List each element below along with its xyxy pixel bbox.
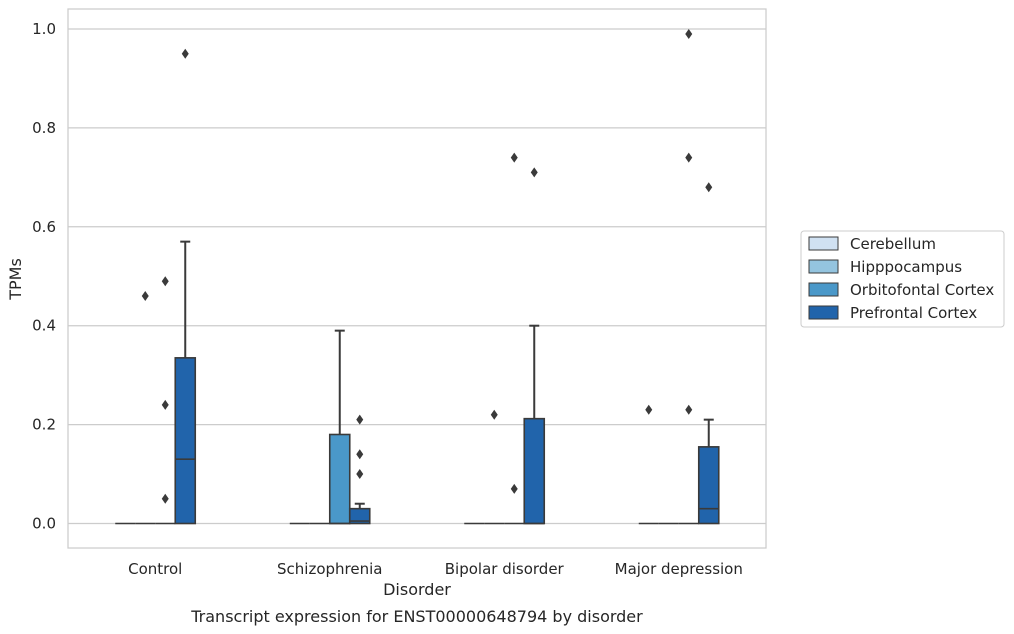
outlier-point [645, 404, 653, 415]
outlier-point [510, 483, 518, 494]
box [504, 152, 525, 525]
outlier-point [510, 152, 518, 163]
box [484, 409, 505, 525]
y-axis-title: TPMs [6, 258, 25, 301]
box [523, 167, 546, 525]
box-rect [697, 446, 720, 525]
outlier-point [181, 48, 189, 59]
outlier-point [356, 449, 364, 460]
legend-swatch [808, 282, 839, 297]
outlier-point [161, 399, 169, 410]
box [348, 414, 371, 525]
box-rect [174, 357, 197, 525]
outlier-point [490, 409, 498, 420]
box [155, 276, 176, 525]
legend-swatch [808, 305, 839, 320]
box [697, 182, 720, 525]
legend-label: Prefrontal Cortex [850, 304, 977, 322]
legend-swatch [808, 259, 839, 274]
y-tick-label: 0.4 [32, 317, 56, 335]
outlier-point [685, 28, 693, 39]
outlier-point [161, 276, 169, 287]
box-rect [523, 417, 546, 525]
box [328, 329, 351, 525]
y-tick-label: 1.0 [32, 20, 56, 38]
outlier-point [705, 182, 713, 193]
box [678, 28, 699, 525]
legend-label: Hipppocampus [850, 258, 962, 276]
outlier-point [356, 414, 364, 425]
y-tick-label: 0.6 [32, 218, 56, 236]
y-tick-label: 0.8 [32, 119, 56, 137]
chart-caption: Transcript expression for ENST0000064879… [190, 607, 643, 626]
outlier-point [530, 167, 538, 178]
y-tick-labels: 0.0 0.2 0.4 0.6 0.8 1.0 [32, 20, 56, 533]
box-rect [348, 507, 371, 525]
legend: Cerebellum Hipppocampus Orbitofontal Corte… [800, 230, 1005, 328]
box [135, 291, 156, 525]
outlier-point [685, 152, 693, 163]
x-tick-label: Control [128, 560, 182, 578]
x-tick-label: Major depression [615, 560, 743, 578]
outlier-point [356, 469, 364, 480]
outlier-point [141, 291, 149, 302]
legend-label: Orbitofontal Cortex [850, 281, 994, 299]
outlier-point [161, 493, 169, 504]
legend-swatch [808, 236, 839, 251]
boxes [115, 28, 720, 525]
outlier-point [685, 404, 693, 415]
x-tick-label: Bipolar disorder [445, 560, 565, 578]
y-tick-label: 0.0 [32, 515, 56, 533]
box [174, 48, 197, 525]
plot-area [67, 8, 767, 549]
legend-frame [800, 230, 1005, 328]
box-rect [328, 433, 351, 525]
x-axis-title: Disorder [383, 580, 451, 599]
x-tick-labels: Control Schizophrenia Bipolar disorder Majo… [128, 560, 743, 578]
box [638, 404, 659, 525]
x-tick-label: Schizophrenia [277, 560, 382, 578]
y-tick-label: 0.2 [32, 416, 56, 434]
legend-label: Cerebellum [850, 235, 936, 253]
